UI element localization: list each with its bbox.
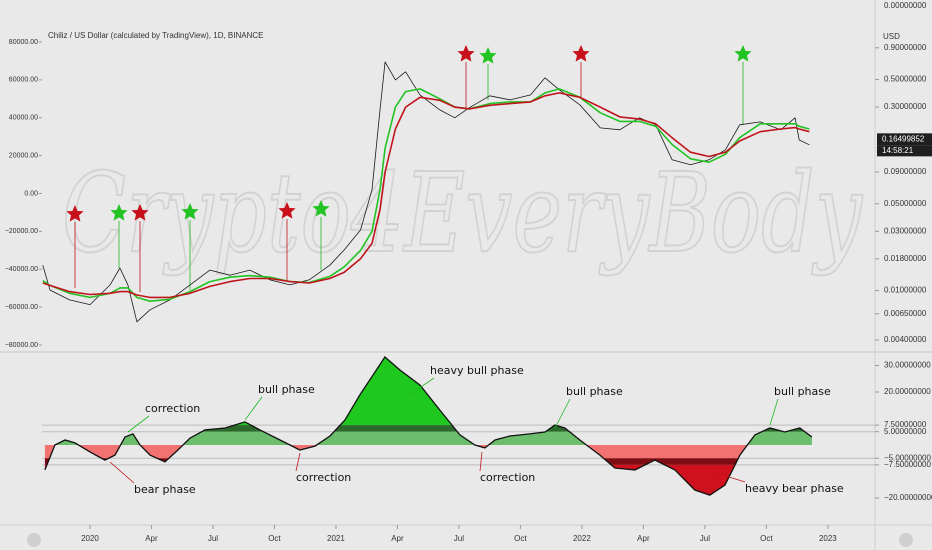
annotation-pointer: [769, 398, 779, 426]
annotation-pointer: [127, 415, 150, 433]
x-tick-label: 2023: [819, 534, 837, 543]
annotation-pointer: [479, 451, 483, 472]
y2-tick-label: −80000.00: [5, 342, 38, 349]
y-tick-label: 0.01000000: [884, 286, 927, 295]
annotation-pointer: [109, 461, 135, 484]
oscillator-area: [44, 444, 812, 459]
x-tick-label: 2021: [327, 534, 345, 543]
countdown-box: [877, 145, 932, 157]
x-tick-label: Jul: [208, 534, 218, 543]
y2-tick-label: −20000.00: [5, 228, 38, 235]
annotation: correction: [296, 471, 351, 484]
y-tick-label: −7.50000000: [884, 460, 931, 469]
x-tick-label: Oct: [760, 534, 773, 543]
x-tick-label: Jul: [700, 534, 710, 543]
watermark: Crypto4EveryBody: [62, 149, 863, 277]
y2-tick-label: 0.00: [24, 190, 38, 197]
y-tick-label: 7.50000000: [884, 420, 927, 429]
x-tick-label: Jul: [454, 534, 464, 543]
y-tick-label: 0.09000000: [884, 167, 927, 176]
annotation-pointer: [295, 452, 301, 472]
annotation-pointer: [712, 471, 746, 483]
annotation-pointer: [244, 396, 263, 421]
countdown-label: 14:58:21: [882, 146, 914, 155]
annotation: bear phase: [134, 483, 196, 496]
y-tick-label: 20.00000000: [884, 387, 931, 396]
oscillator-area: [54, 431, 812, 445]
annotation-pointer: [554, 398, 571, 429]
price-line: [42, 61, 810, 323]
watermark-layer: Crypto4EveryBody: [61, 148, 864, 278]
x-tick-label: Apr: [145, 534, 158, 543]
y-tick-label: 0.30000000: [884, 102, 927, 111]
annotation-pointer: [404, 377, 435, 399]
annotation: heavy bear phase: [745, 482, 844, 495]
chart-title: Chiliz / US Dollar (calculated by Tradin…: [48, 31, 263, 40]
price-line: [42, 88, 810, 302]
x-tick-label: Apr: [637, 534, 650, 543]
last-price-box: [877, 133, 932, 146]
y2-tick-label: 20000.00: [9, 152, 38, 159]
currency-label: USD: [883, 32, 900, 41]
oscillator-area: [201, 425, 805, 432]
price-line: [42, 92, 810, 299]
last-price-label: 0.16499852: [882, 134, 925, 143]
annotation: correction: [145, 402, 200, 415]
annotation: correction: [480, 471, 535, 484]
y-tick-label: 30.00000000: [884, 361, 931, 370]
oscillator-line: [44, 356, 813, 496]
y-tick-label: −5.00000000: [884, 453, 931, 462]
y-tick-label: −20.00000000: [884, 493, 932, 502]
y-tick-label: 0.03000000: [884, 226, 927, 235]
y-tick-label: 0.00400000: [884, 335, 927, 344]
annotation: bull phase: [258, 383, 315, 396]
y-tick-label: 0.01800000: [884, 254, 927, 263]
y2-tick-label: 60000.00: [9, 77, 38, 84]
annotation: bull phase: [774, 385, 831, 398]
x-tick-label: Apr: [391, 534, 404, 543]
y-tick-label: 0.00650000: [884, 309, 927, 318]
top-scale-label: 0.00000000: [884, 1, 927, 10]
icon[interactable]: [27, 533, 41, 547]
y-tick-label: 0.90000000: [884, 43, 927, 52]
signals: [66, 45, 752, 292]
y2-tick-label: −40000.00: [5, 266, 38, 273]
x-tick-label: 2020: [81, 534, 99, 543]
y2-tick-label: 40000.00: [9, 115, 38, 122]
x-tick-label: 2022: [573, 534, 591, 543]
y2-tick-label: −60000.00: [5, 304, 38, 311]
annotation: heavy bull phase: [430, 364, 524, 377]
oscillator-area: [234, 357, 555, 426]
oscillator-area: [44, 458, 739, 465]
y2-tick-label: 80000.00: [9, 39, 38, 46]
y-tick-label: 0.05000000: [884, 199, 927, 208]
icon[interactable]: [899, 533, 913, 547]
x-tick-label: Oct: [514, 534, 527, 543]
y-tick-label: 5.00000000: [884, 427, 927, 436]
y-tick-label: 0.50000000: [884, 75, 927, 84]
x-tick-label: Oct: [268, 534, 281, 543]
annotation: bull phase: [566, 385, 623, 398]
